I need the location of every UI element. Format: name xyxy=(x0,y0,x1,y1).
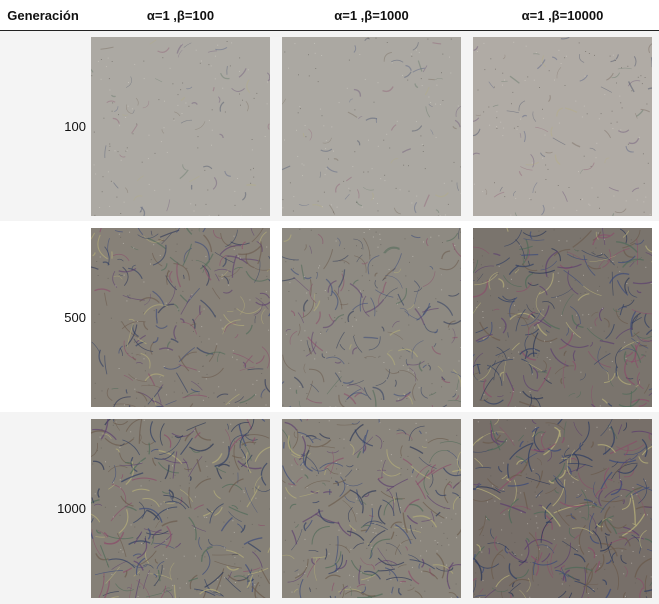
table-row: 500 xyxy=(0,221,659,412)
result-image xyxy=(91,419,270,598)
header-generation: Generación xyxy=(7,8,79,23)
result-image xyxy=(473,419,652,598)
table-header: Generación α=1 ,β=100 α=1 ,β=1000 α=1 ,β… xyxy=(0,0,659,31)
table-row: 1000 xyxy=(0,412,659,604)
result-image xyxy=(473,37,652,216)
result-image xyxy=(91,228,270,407)
header-col-3: α=1 ,β=10000 xyxy=(521,8,604,23)
result-image xyxy=(282,37,461,216)
result-image xyxy=(282,419,461,598)
header-col-2: α=1 ,β=1000 xyxy=(334,8,409,23)
table-row: 100 xyxy=(0,31,659,221)
generation-label: 100 xyxy=(64,119,86,134)
result-image xyxy=(282,228,461,407)
result-image xyxy=(91,37,270,216)
generation-label: 500 xyxy=(64,310,86,325)
result-image xyxy=(473,228,652,407)
header-col-1: α=1 ,β=100 xyxy=(146,8,215,23)
generation-label: 1000 xyxy=(57,501,86,516)
